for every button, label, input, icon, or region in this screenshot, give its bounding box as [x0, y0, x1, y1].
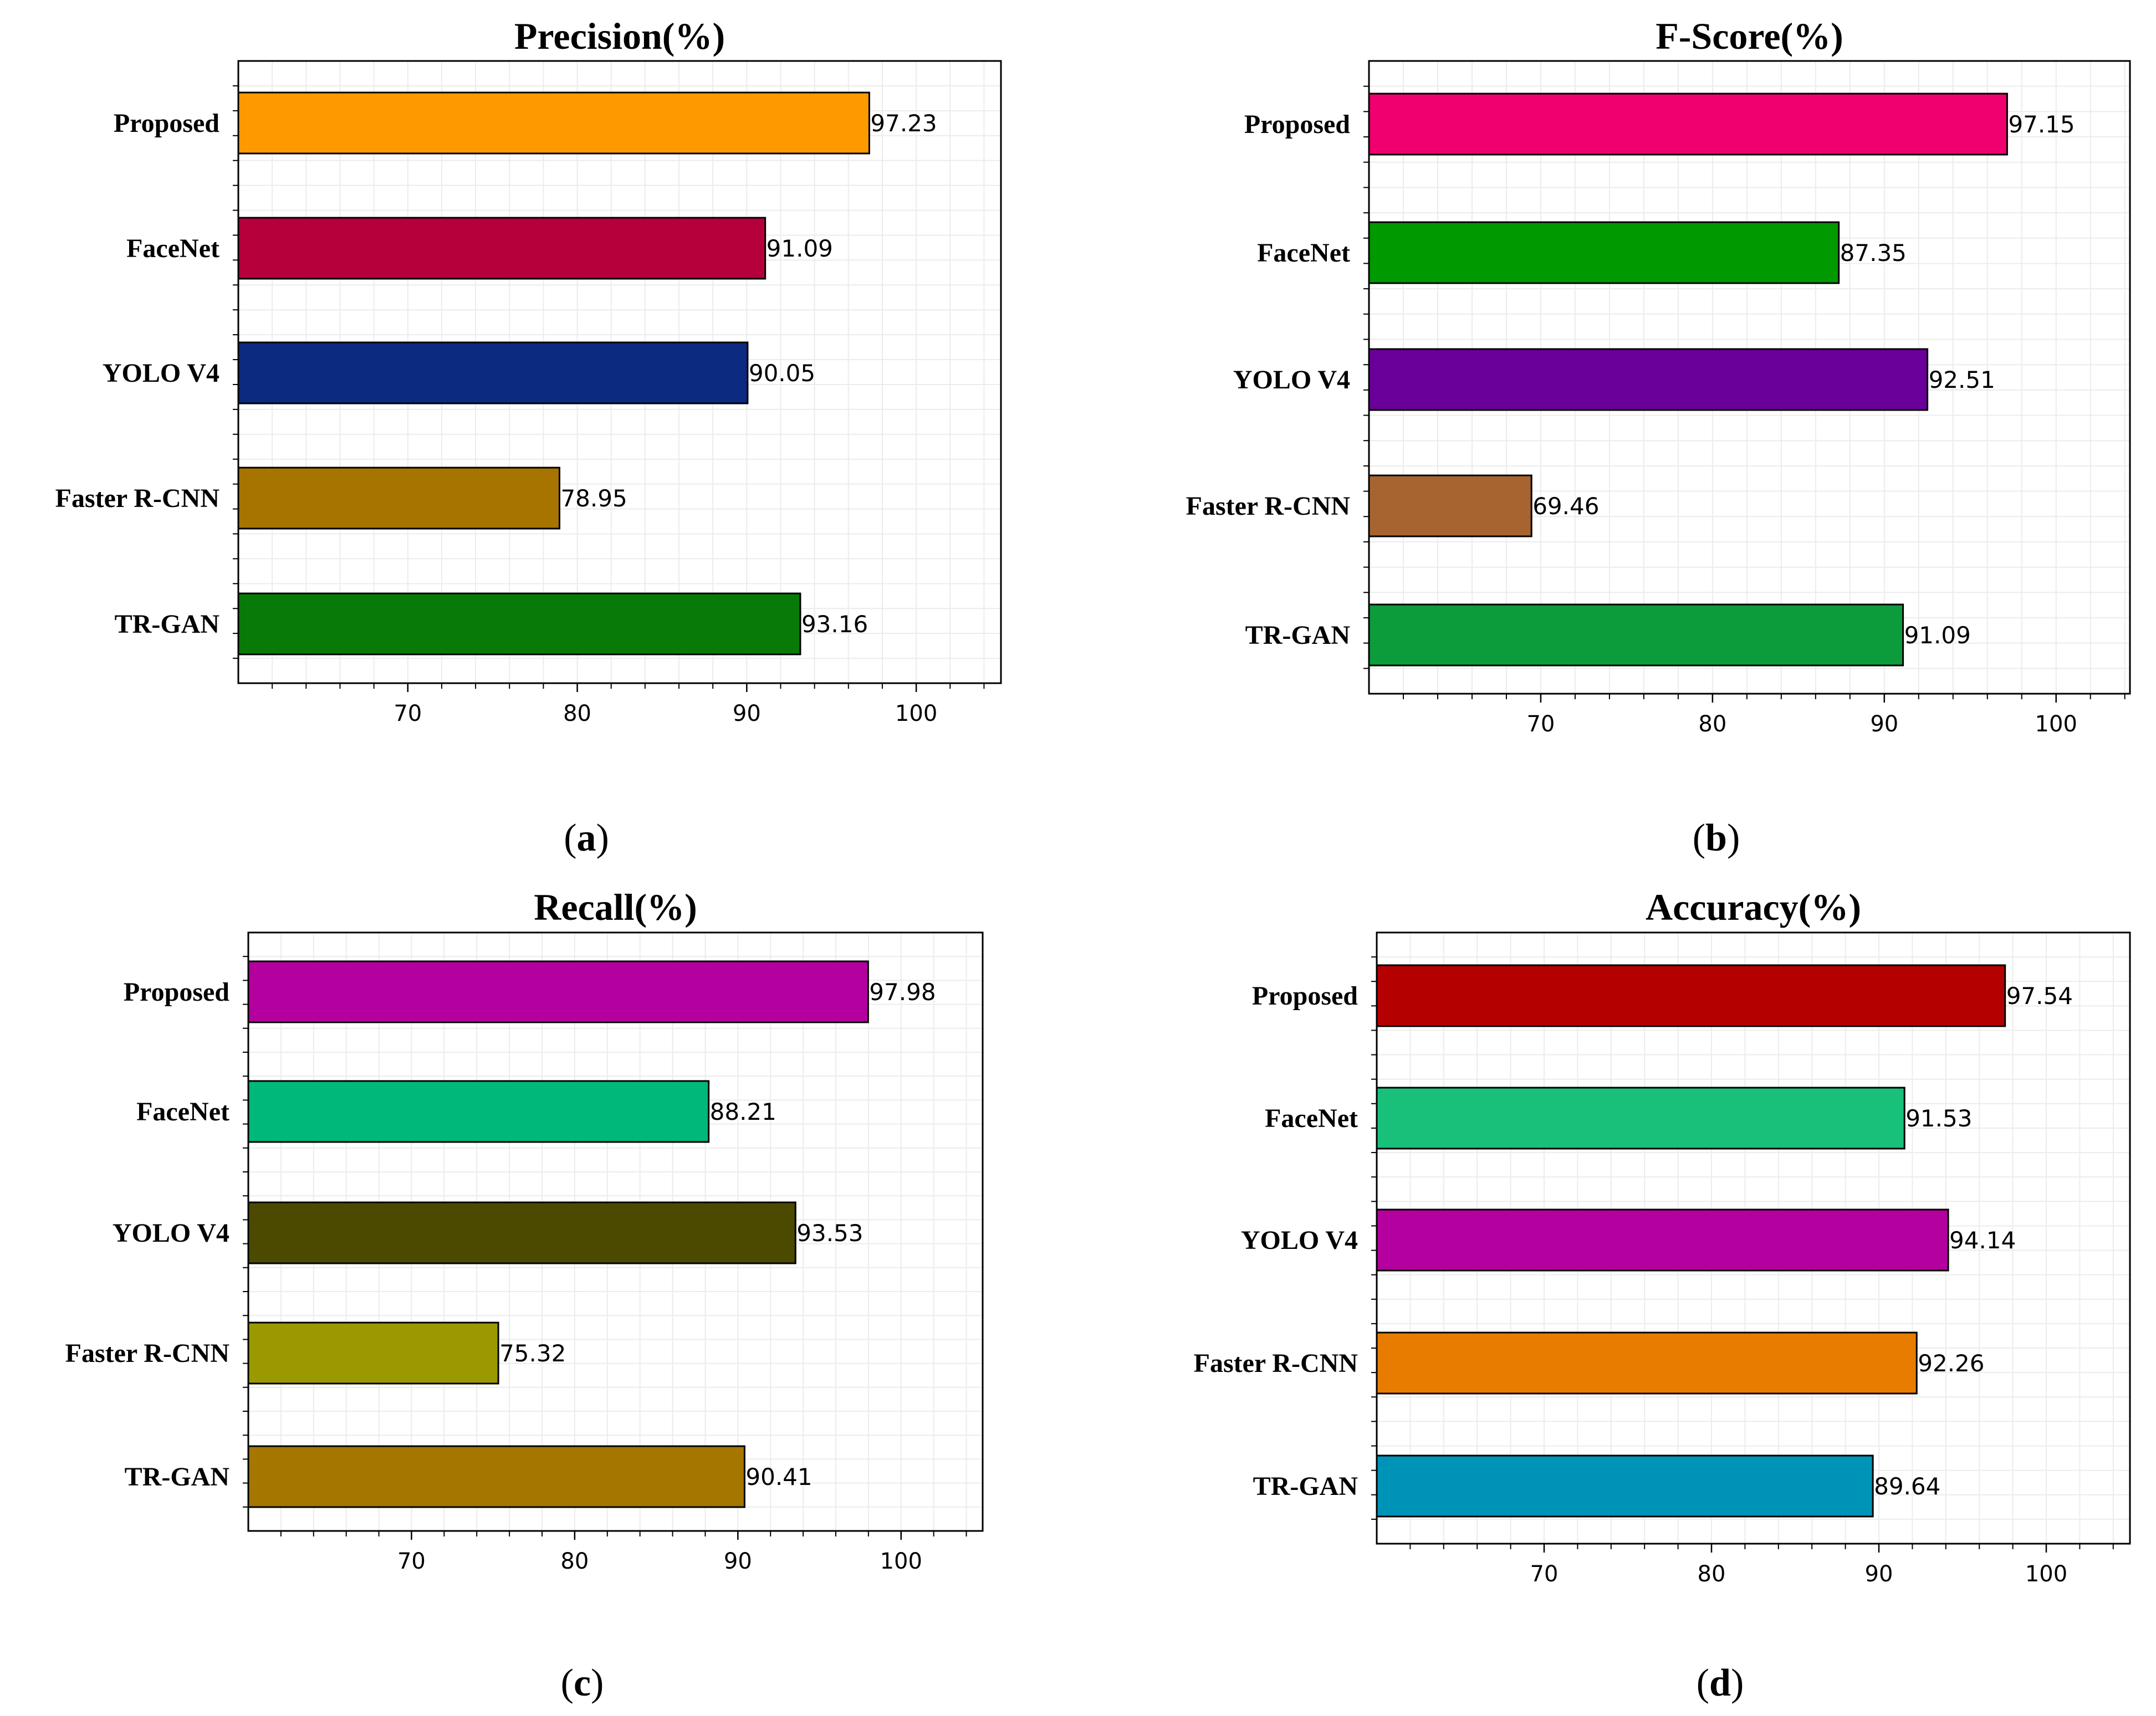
category-label: FaceNet	[136, 1097, 229, 1126]
category-label: Proposed	[1244, 110, 1350, 139]
value-label: 78.95	[560, 485, 627, 512]
category-label: Faster R-CNN	[65, 1339, 230, 1368]
chart-title: Recall(%)	[534, 886, 697, 928]
category-label: Proposed	[114, 109, 219, 138]
minor-ticks	[233, 85, 985, 689]
bar-facenet	[1368, 221, 1840, 284]
grid	[248, 933, 983, 1531]
bar-tr-gan	[247, 1445, 745, 1508]
x-tick-label: 100	[880, 1549, 922, 1574]
bar-proposed	[1376, 964, 2006, 1027]
minor-ticks	[1371, 956, 2114, 1549]
value-label: 91.09	[767, 235, 833, 262]
value-label: 97.98	[869, 979, 936, 1006]
value-label: 87.35	[1840, 239, 1907, 267]
value-label: 92.51	[1929, 366, 1995, 393]
category-label: YOLO V4	[1241, 1226, 1358, 1255]
x-tick-label: 70	[1526, 711, 1555, 737]
value-label: 94.14	[1949, 1227, 2016, 1254]
bar-faster-r-cnn	[1368, 474, 1532, 537]
subfigure-label: (b)	[1693, 817, 1740, 859]
chart-panel-a: 70 80 90 100 Proposed 97.23 FaceNet 91.09 YOLO V…	[55, 15, 1002, 859]
chart-panel-c: 70 80 90 100 Proposed 97.98 FaceNet 88.21 YOLO V…	[65, 886, 984, 1704]
category-label: YOLO V4	[113, 1218, 229, 1248]
bar-yolo-v4	[1376, 1208, 1949, 1272]
category-label: Proposed	[1252, 981, 1358, 1011]
x-tick-label: 70	[394, 701, 422, 726]
category-label: Faster R-CNN	[1194, 1349, 1358, 1378]
value-label: 97.23	[870, 110, 937, 137]
bar-tr-gan	[1368, 603, 1904, 667]
x-tick-label: 80	[563, 701, 591, 726]
category-label: Proposed	[124, 977, 229, 1007]
category-label: Faster R-CNN	[55, 484, 220, 513]
bar-faster-r-cnn	[237, 467, 560, 530]
value-label: 90.41	[745, 1463, 812, 1490]
bar-yolo-v4	[1368, 348, 1929, 411]
x-tick-label: 100	[2025, 1561, 2067, 1587]
category-label: FaceNet	[126, 234, 219, 263]
x-tick-label: 70	[397, 1549, 426, 1574]
value-label: 97.54	[2006, 982, 2073, 1010]
x-tick-label: 90	[724, 1549, 752, 1574]
bar-proposed	[247, 960, 869, 1023]
chart-title: F-Score(%)	[1656, 15, 1843, 57]
bar-tr-gan	[237, 592, 801, 655]
chart-title: Accuracy(%)	[1646, 886, 1861, 928]
value-label: 93.16	[801, 611, 868, 638]
x-tick-label: 90	[1870, 711, 1898, 737]
category-label: TR-GAN	[115, 609, 220, 639]
value-label: 93.53	[796, 1220, 863, 1247]
bar-facenet	[1376, 1087, 1905, 1150]
x-tick-label: 100	[2035, 711, 2077, 737]
bar-proposed	[1368, 93, 2008, 156]
x-tick-label: 80	[560, 1549, 589, 1574]
value-label: 97.15	[2008, 111, 2075, 138]
x-tick-label: 70	[1530, 1561, 1559, 1587]
category-label: Faster R-CNN	[1186, 491, 1351, 521]
value-label: 75.32	[499, 1340, 566, 1367]
value-label: 90.05	[749, 360, 815, 387]
value-label: 89.64	[1874, 1473, 1940, 1500]
chart-panel-b: 70 80 90 100 Proposed 97.15 FaceNet 87.35 YOLO V…	[1186, 15, 2131, 859]
category-label: TR-GAN	[1245, 621, 1351, 650]
subfigure-label: (d)	[1697, 1662, 1744, 1704]
category-label: YOLO V4	[1233, 365, 1350, 395]
bar-facenet	[247, 1080, 710, 1143]
bar-yolo-v4	[237, 341, 749, 404]
value-label: 92.26	[1918, 1350, 1984, 1377]
x-tick-label: 100	[895, 701, 937, 726]
value-label: 91.09	[1904, 622, 1971, 649]
bar-facenet	[237, 217, 767, 280]
category-label: YOLO V4	[103, 358, 219, 388]
category-label: TR-GAN	[1253, 1472, 1358, 1501]
subfigure-label: (a)	[564, 817, 609, 859]
bar-proposed	[237, 91, 870, 155]
bar-tr-gan	[1376, 1454, 1874, 1518]
chart-title: Precision(%)	[514, 15, 725, 57]
bar-faster-r-cnn	[247, 1321, 499, 1385]
x-tick-label: 80	[1698, 1561, 1726, 1587]
bar-yolo-v4	[247, 1201, 796, 1264]
category-label: FaceNet	[1265, 1104, 1358, 1133]
subfigure-label: (c)	[561, 1662, 604, 1704]
value-label: 88.21	[710, 1098, 776, 1125]
x-tick-label: 80	[1698, 711, 1726, 737]
x-tick-label: 90	[1865, 1561, 1893, 1587]
bar-faster-r-cnn	[1376, 1331, 1918, 1395]
x-tick-label: 90	[733, 701, 761, 726]
value-label: 69.46	[1532, 493, 1599, 520]
chart-panel-d: 70 80 90 100 Proposed 97.54 FaceNet 91.53 YOLO V…	[1194, 886, 2131, 1704]
category-label: TR-GAN	[125, 1462, 230, 1492]
category-label: FaceNet	[1257, 238, 1350, 268]
value-label: 91.53	[1905, 1105, 1972, 1132]
